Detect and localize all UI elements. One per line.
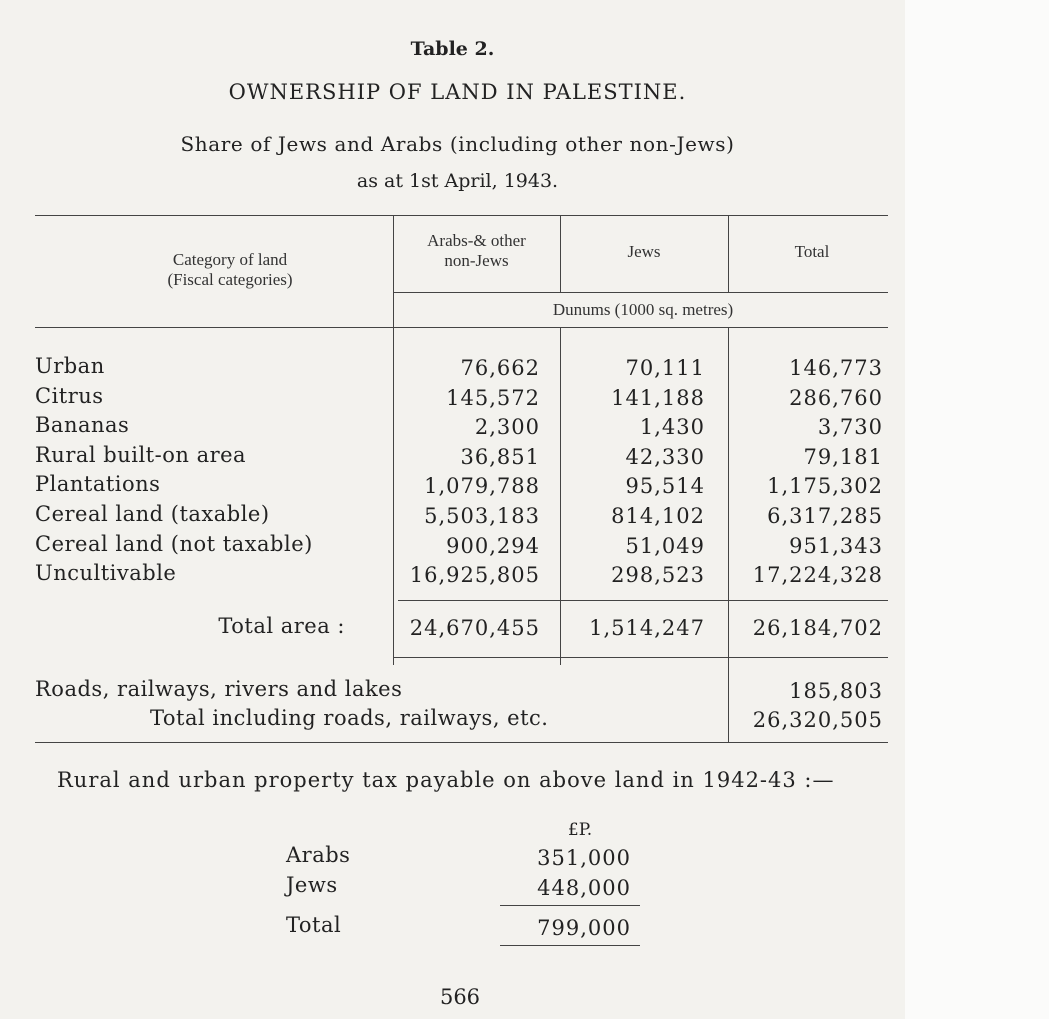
- row-category: Citrus: [35, 383, 104, 408]
- tax-jews-value: 448,000: [537, 876, 631, 900]
- column-divider: [560, 327, 561, 665]
- row-total-value: 79,181: [803, 444, 883, 469]
- document-page: [0, 0, 905, 1019]
- total-area-total: 26,184,702: [752, 616, 883, 640]
- table-bottom-rule: [35, 742, 888, 743]
- tax-total-rule: [500, 945, 640, 946]
- table-label: Table 2.: [410, 38, 495, 60]
- row-arabs-value: 16,925,805: [409, 563, 540, 588]
- row-total-value: 6,317,285: [767, 504, 883, 528]
- tax-currency: £P.: [567, 820, 593, 840]
- roads-label: Roads, railways, rivers and lakes: [35, 677, 403, 701]
- grand-total-value: 26,320,505: [752, 708, 883, 732]
- page-title: OWNERSHIP OF LAND IN PALESTINE.: [228, 80, 687, 104]
- row-jews-value: 70,111: [625, 356, 705, 380]
- table-top-rule: [35, 215, 888, 216]
- column-divider: [728, 327, 729, 742]
- row-jews-value: 298,523: [611, 563, 705, 588]
- row-category: Cereal land (not taxable): [35, 531, 313, 556]
- column-divider: [728, 215, 729, 292]
- row-total-value: 286,760: [789, 385, 883, 410]
- row-total-value: 1,175,302: [767, 474, 883, 499]
- row-category: Cereal land (taxable): [35, 502, 270, 526]
- row-total-value: 951,343: [789, 533, 883, 558]
- row-arabs-value: 36,851: [460, 444, 540, 469]
- tax-total-label: Total: [286, 913, 342, 937]
- row-arabs-value: 2,300: [474, 415, 540, 440]
- column-divider: [560, 215, 561, 292]
- tax-jews-label: Jews: [286, 873, 338, 897]
- row-category: Uncultivable: [35, 561, 177, 586]
- tax-sum-rule: [500, 905, 640, 906]
- tax-arabs-value: 351,000: [537, 846, 631, 870]
- row-jews-value: 42,330: [625, 444, 705, 469]
- row-arabs-value: 1,079,788: [424, 474, 540, 499]
- total-rule: [398, 600, 888, 601]
- row-jews-value: 51,049: [625, 533, 705, 558]
- total-area-arabs: 24,670,455: [409, 616, 540, 640]
- column-divider: [393, 215, 394, 665]
- total-area-jews: 1,514,247: [589, 616, 705, 640]
- header-total: Total: [794, 242, 830, 261]
- tax-total-value: 799,000: [537, 916, 631, 940]
- grand-total-label: Total including roads, railways, etc.: [150, 706, 549, 730]
- header-arabs-line2: non-Jews: [444, 251, 509, 270]
- row-total-value: 146,773: [789, 356, 883, 380]
- roads-total: 185,803: [789, 679, 883, 703]
- page-number: 566: [439, 985, 481, 1009]
- row-jews-value: 141,188: [611, 385, 705, 410]
- row-arabs-value: 145,572: [446, 385, 540, 410]
- row-arabs-value: 5,503,183: [424, 504, 540, 528]
- header-arabs-line1: Arabs-& other: [427, 231, 526, 250]
- row-category: Plantations: [35, 472, 161, 497]
- row-total-value: 3,730: [817, 415, 883, 440]
- header-category-line1: Category of land: [172, 250, 288, 269]
- header-bottom-rule: [35, 327, 888, 328]
- header-category-line2: (Fiscal categories): [167, 270, 293, 289]
- tax-arabs-label: Arabs: [286, 843, 351, 867]
- row-total-value: 17,224,328: [752, 563, 883, 588]
- row-category: Bananas: [35, 413, 130, 438]
- row-arabs-value: 900,294: [446, 533, 540, 558]
- row-category: Urban: [35, 354, 105, 378]
- subtitle-date: as at 1st April, 1943.: [356, 170, 559, 192]
- row-arabs-value: 76,662: [460, 356, 540, 380]
- row-jews-value: 1,430: [639, 415, 705, 440]
- row-category: Rural built-on area: [35, 442, 247, 467]
- row-jews-value: 814,102: [611, 504, 705, 528]
- row-jews-value: 95,514: [625, 474, 705, 499]
- tax-heading: Rural and urban property tax payable on …: [57, 768, 835, 792]
- header-unit: Dunums (1000 sq. metres): [552, 300, 734, 319]
- total-area-label: Total area :: [218, 614, 345, 638]
- header-jews: Jews: [627, 242, 661, 261]
- header-category: Category of land (Fiscal categories): [100, 250, 360, 290]
- subtitle: Share of Jews and Arabs (including other…: [180, 132, 735, 156]
- header-unit-rule: [393, 292, 888, 293]
- total-bottom-rule: [393, 657, 888, 658]
- header-arabs: Arabs-& other non-Jews: [393, 231, 560, 271]
